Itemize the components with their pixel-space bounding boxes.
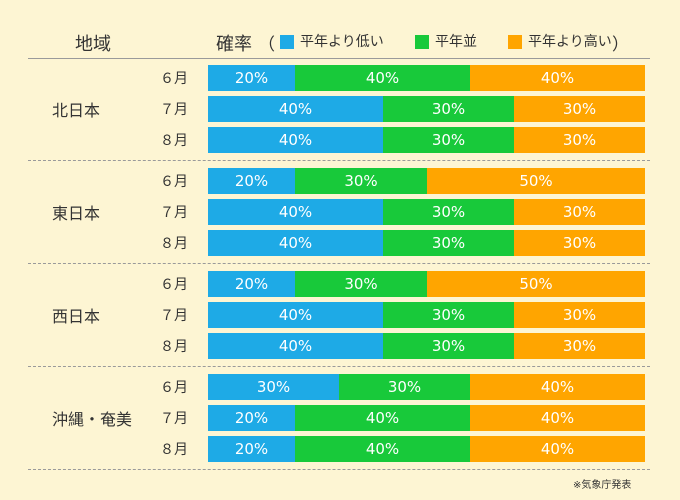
bar-segment-above-normal: 50% bbox=[427, 271, 645, 297]
region-label: 沖縄・奄美 bbox=[52, 410, 133, 429]
month-label: ８月 bbox=[160, 442, 188, 458]
legend-swatch-below-normal bbox=[280, 35, 294, 49]
month-label: ６月 bbox=[160, 174, 188, 190]
month-label: ７月 bbox=[160, 308, 188, 324]
bar-segment-above-normal: 40% bbox=[470, 65, 645, 91]
bar-segment-below-normal: 20% bbox=[208, 271, 295, 297]
legend-label-normal: 平年並 bbox=[435, 34, 477, 50]
bar-segment-normal: 30% bbox=[383, 333, 514, 359]
group-divider bbox=[28, 366, 650, 367]
month-label: ７月 bbox=[160, 102, 188, 118]
legend-swatch-above-normal bbox=[508, 35, 522, 49]
legend-swatch-normal bbox=[415, 35, 429, 49]
region-label: 西日本 bbox=[52, 307, 101, 326]
bar-segment-above-normal: 30% bbox=[514, 230, 645, 256]
stacked-bar: 20% 30% 50% bbox=[208, 168, 645, 194]
region-label: 北日本 bbox=[52, 101, 101, 120]
bar-segment-below-normal: 40% bbox=[208, 302, 383, 328]
month-label: ８月 bbox=[160, 236, 188, 252]
month-label: ６月 bbox=[160, 71, 188, 87]
bar-segment-below-normal: 40% bbox=[208, 199, 383, 225]
bar-segment-above-normal: 40% bbox=[470, 374, 645, 400]
bar-segment-normal: 30% bbox=[295, 168, 427, 194]
bar-segment-normal: 30% bbox=[295, 271, 427, 297]
bar-segment-above-normal: 30% bbox=[514, 302, 645, 328]
bar-segment-normal: 30% bbox=[383, 127, 514, 153]
stacked-bar: 20% 40% 40% bbox=[208, 65, 645, 91]
region-label: 東日本 bbox=[52, 204, 101, 223]
legend-paren-close: ） bbox=[612, 35, 629, 55]
month-label: ７月 bbox=[160, 205, 188, 221]
stacked-bar: 40% 30% 30% bbox=[208, 127, 645, 153]
legend-label-above-normal: 平年より高い bbox=[528, 34, 612, 50]
group-divider bbox=[28, 263, 650, 264]
bar-segment-below-normal: 40% bbox=[208, 127, 383, 153]
month-label: ８月 bbox=[160, 339, 188, 355]
bar-segment-normal: 40% bbox=[295, 436, 470, 462]
month-label: ６月 bbox=[160, 277, 188, 293]
legend-paren-open: （ bbox=[258, 35, 275, 55]
stacked-bar: 30% 30% 40% bbox=[208, 374, 645, 400]
bar-segment-normal: 30% bbox=[383, 96, 514, 122]
bar-segment-normal: 30% bbox=[339, 374, 470, 400]
bar-segment-above-normal: 40% bbox=[470, 436, 645, 462]
stacked-bar: 20% 40% 40% bbox=[208, 405, 645, 431]
group-divider bbox=[28, 160, 650, 161]
stacked-bar: 40% 30% 30% bbox=[208, 96, 645, 122]
legend-label-below-normal: 平年より低い bbox=[300, 34, 384, 50]
bar-segment-normal: 40% bbox=[295, 405, 470, 431]
bar-segment-above-normal: 30% bbox=[514, 199, 645, 225]
bar-segment-above-normal: 40% bbox=[470, 405, 645, 431]
bar-segment-above-normal: 30% bbox=[514, 333, 645, 359]
bar-segment-above-normal: 30% bbox=[514, 127, 645, 153]
month-label: ８月 bbox=[160, 133, 188, 149]
header-divider bbox=[28, 58, 650, 59]
bar-segment-below-normal: 20% bbox=[208, 168, 295, 194]
stacked-bar: 40% 30% 30% bbox=[208, 230, 645, 256]
group-divider bbox=[28, 469, 650, 470]
bar-segment-below-normal: 20% bbox=[208, 65, 295, 91]
stacked-bar: 20% 30% 50% bbox=[208, 271, 645, 297]
bar-segment-below-normal: 40% bbox=[208, 230, 383, 256]
probability-column-header: 確率 bbox=[216, 34, 252, 55]
month-label: ７月 bbox=[160, 411, 188, 427]
bar-segment-below-normal: 20% bbox=[208, 436, 295, 462]
stacked-bar: 20% 40% 40% bbox=[208, 436, 645, 462]
stacked-bar: 40% 30% 30% bbox=[208, 199, 645, 225]
bar-segment-normal: 30% bbox=[383, 199, 514, 225]
bar-segment-normal: 30% bbox=[383, 302, 514, 328]
bar-segment-below-normal: 20% bbox=[208, 405, 295, 431]
region-column-header: 地域 bbox=[75, 34, 111, 55]
bar-segment-below-normal: 40% bbox=[208, 333, 383, 359]
month-label: ６月 bbox=[160, 380, 188, 396]
bar-segment-normal: 30% bbox=[383, 230, 514, 256]
bar-segment-below-normal: 30% bbox=[208, 374, 339, 400]
bar-segment-below-normal: 40% bbox=[208, 96, 383, 122]
bar-segment-above-normal: 30% bbox=[514, 96, 645, 122]
stacked-bar: 40% 30% 30% bbox=[208, 333, 645, 359]
stacked-bar: 40% 30% 30% bbox=[208, 302, 645, 328]
bar-segment-normal: 40% bbox=[295, 65, 470, 91]
source-note: ※気象庁発表 bbox=[573, 480, 632, 491]
bar-segment-above-normal: 50% bbox=[427, 168, 645, 194]
